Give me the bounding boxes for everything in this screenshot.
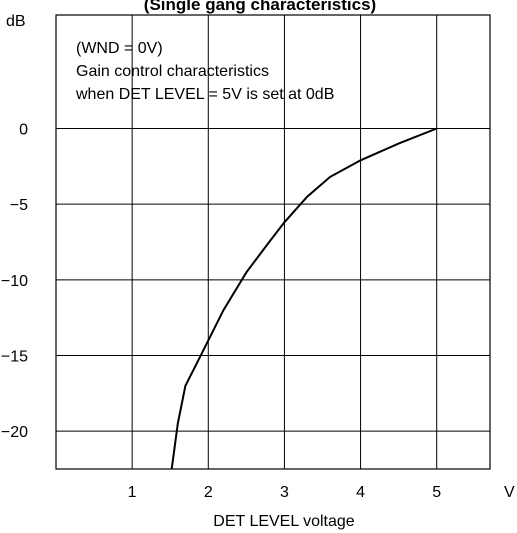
x-tick-label: 5 [432, 484, 441, 501]
y-tick-label: −10 [1, 273, 28, 290]
y-tick-label: 0 [19, 122, 28, 139]
y-tick-label: −5 [10, 197, 28, 214]
x-tick-label: 4 [356, 484, 365, 501]
annotation-line-2: Gain control characteristics [76, 63, 269, 80]
grid-lines [56, 15, 490, 469]
x-tick-label: 1 [128, 484, 137, 501]
annotation-line-3: when DET LEVEL = 5V is set at 0dB [75, 86, 334, 103]
annotation-line-1: (WND = 0V) [76, 40, 163, 57]
y-tick-label: −15 [1, 349, 28, 366]
y-tick-label: −20 [1, 424, 28, 441]
x-axis-title: DET LEVEL voltage [213, 513, 355, 530]
y-axis-unit-label: dB [6, 13, 26, 30]
plot-frame [55, 14, 491, 470]
x-tick-label: 3 [280, 484, 289, 501]
gain-curve-line [170, 127, 438, 470]
tick-labels: 1 2 3 4 5 0 −5 −10 −15 −20 [1, 122, 441, 502]
x-axis-unit-label: V [504, 484, 515, 501]
chart-title: (Single gang characteristics) [144, 0, 376, 14]
x-tick-label: 2 [204, 484, 213, 501]
